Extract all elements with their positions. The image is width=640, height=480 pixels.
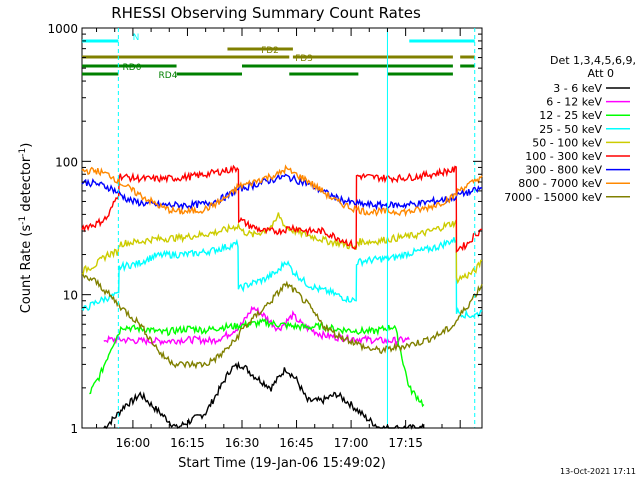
y-label-superscript-1: -1: [18, 216, 28, 225]
night-markers: [117, 28, 476, 428]
y-label-part-3: ): [19, 143, 34, 148]
y-tick-label: 100: [55, 155, 78, 169]
legend-label-6-12-kev: 6 - 12 keV: [546, 96, 602, 109]
y-axis-ticks: 1 10 100 1000: [47, 22, 482, 436]
bar-label-fd2: FD2: [261, 46, 279, 56]
x-tick-label: 16:45: [279, 436, 314, 450]
series-line-300-800-kev: [81, 172, 483, 211]
bar-label-rd4: RD4: [159, 71, 178, 81]
x-tick-label: 17:00: [334, 436, 369, 450]
legend-label-100-300-kev: 100 - 300 keV: [525, 150, 602, 163]
y-label-part-2: detector: [19, 156, 34, 216]
series-layer: [81, 164, 483, 430]
footer-timestamp: 13-Oct-2021 17:11: [560, 467, 636, 476]
y-tick-label: 1000: [47, 22, 78, 36]
legend-label-7000-15000-kev: 7000 - 15000 keV: [504, 191, 602, 204]
legend-label-300-800-kev: 300 - 800 keV: [525, 164, 602, 177]
series-line-7000-15000-kev: [81, 274, 483, 370]
x-axis-ticks: 16:00 16:15 16:30 16:45 17:00 17:15: [96, 28, 461, 450]
legend-label-3-6-kev: 3 - 6 keV: [553, 82, 602, 95]
x-tick-label: 17:15: [388, 436, 423, 450]
legend-label-50-100-kev: 50 - 100 keV: [532, 136, 602, 149]
y-label-superscript-2: -1: [18, 148, 28, 157]
x-tick-label: 16:00: [116, 436, 151, 450]
series-line-800-7000-kev: [81, 164, 483, 218]
x-tick-label: 16:30: [225, 436, 260, 450]
series-line-100-300-kev: [81, 164, 483, 254]
y-axis-label: Count Rate (s-1 detector-1): [18, 143, 34, 314]
series-line-25-50-kev: [81, 237, 483, 319]
legend-label-800-7000-kev: 800 - 7000 keV: [518, 177, 602, 190]
bar-label-fd3: FD3: [295, 54, 313, 64]
legend-label-12-25-kev: 12 - 25 keV: [539, 109, 602, 122]
legend-header-1: Det 1,3,4,5,6,9,: [550, 54, 636, 67]
y-tick-label: 10: [63, 289, 78, 303]
bar-label-n: N: [133, 33, 140, 43]
legend-header-2: Att 0: [588, 67, 614, 80]
attenuator-bars: N FD2 FD3 RD0 RD4: [82, 33, 475, 81]
legend-label-25-50-kev: 25 - 50 keV: [539, 123, 602, 136]
bar-label-rd0: RD0: [123, 63, 142, 73]
x-axis-label: Start Time (19-Jan-06 15:49:02): [178, 456, 386, 471]
chart-title: RHESSI Observing Summary Count Rates: [111, 4, 421, 22]
series-line-50-100-kev: [81, 212, 483, 285]
series-line-3-6-kev: [103, 360, 425, 430]
x-tick-label: 16:15: [170, 436, 205, 450]
plot-frame: [81, 27, 483, 429]
y-tick-label: 1: [70, 422, 78, 436]
y-label-part-1: Count Rate (s: [19, 225, 34, 314]
